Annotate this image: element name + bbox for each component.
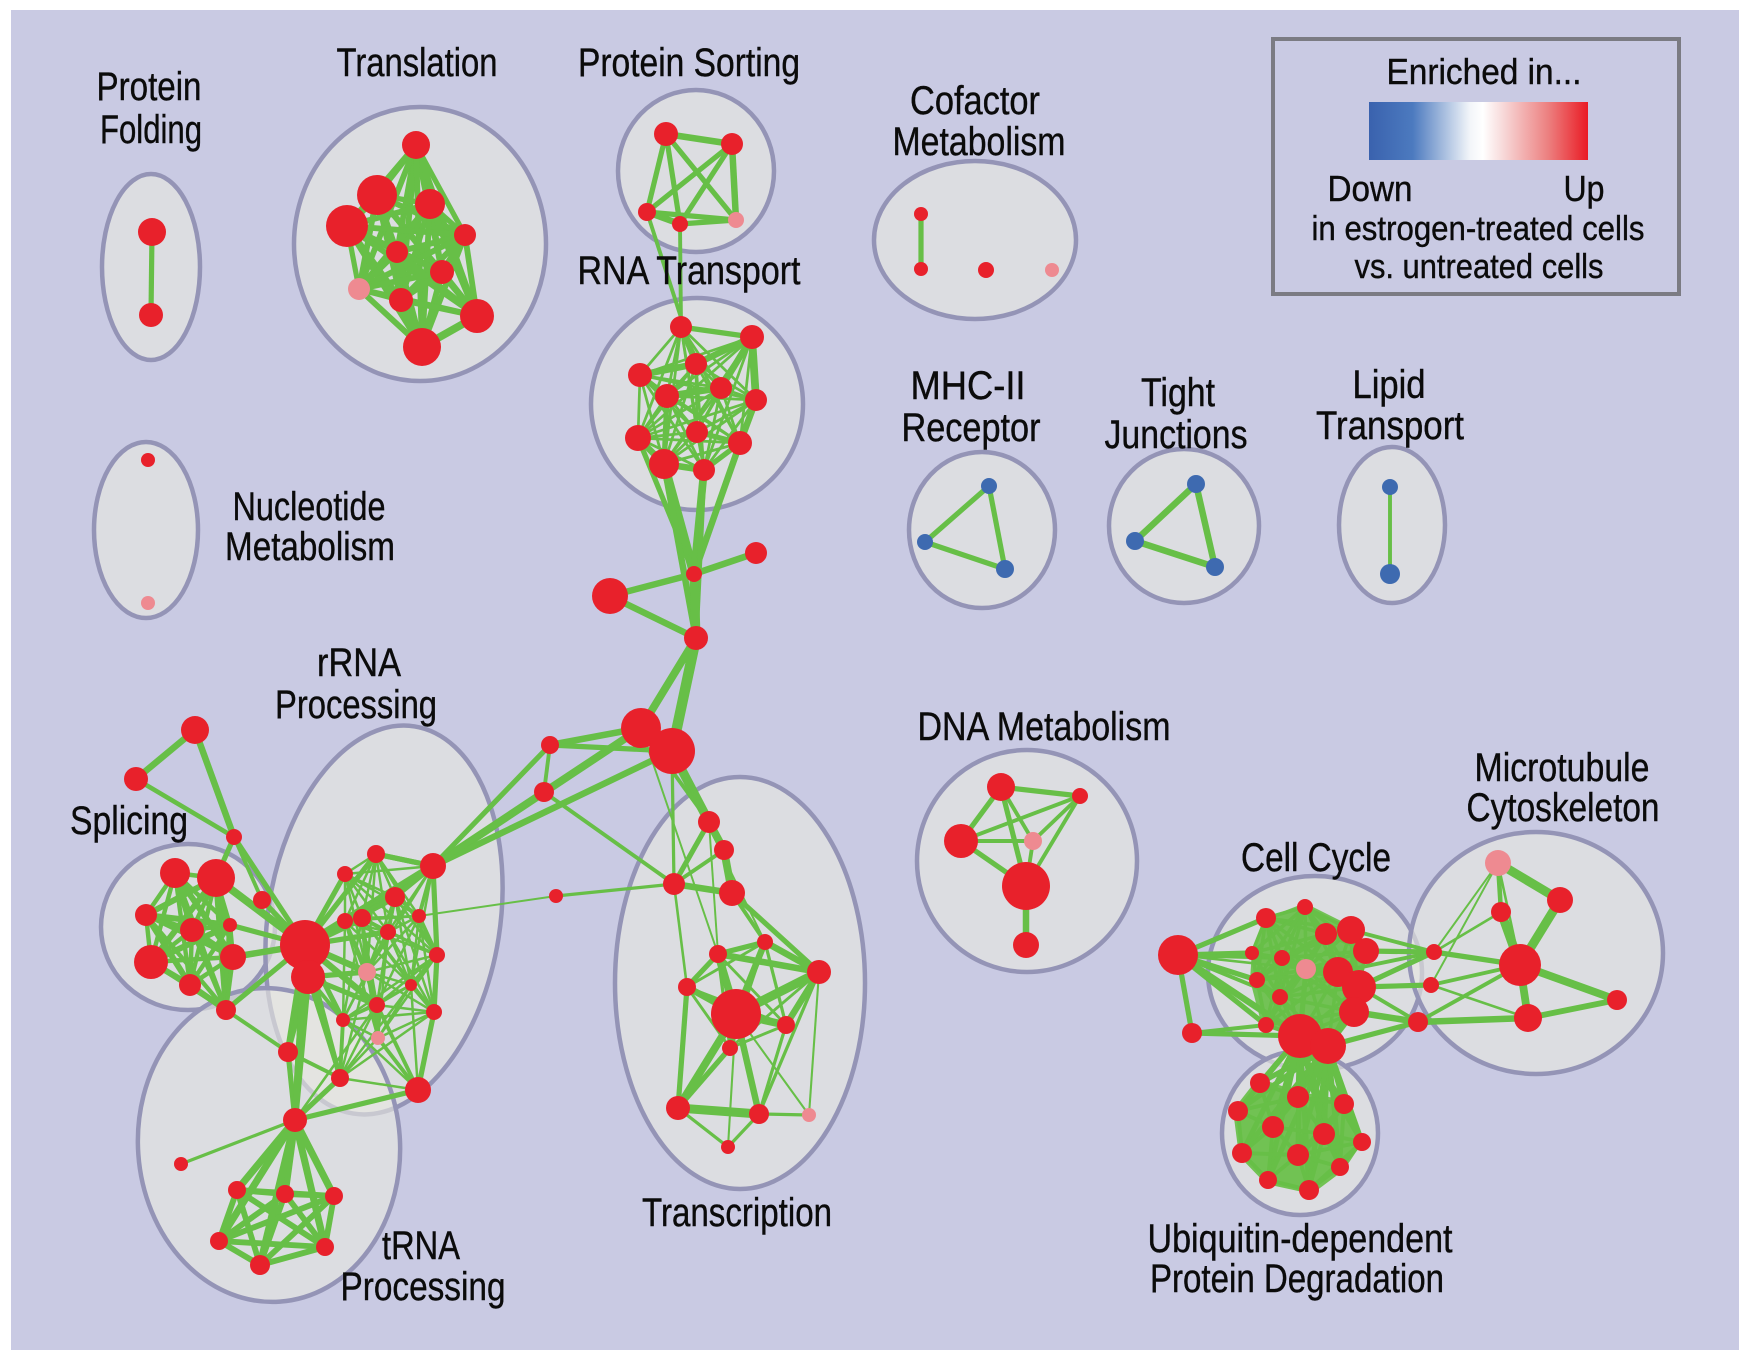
svg-text:tRNA: tRNA bbox=[382, 1224, 460, 1268]
svg-text:Receptor: Receptor bbox=[902, 406, 1041, 450]
svg-text:Tight: Tight bbox=[1141, 371, 1215, 415]
svg-text:Metabolism: Metabolism bbox=[225, 525, 395, 569]
svg-text:Junctions: Junctions bbox=[1105, 413, 1248, 457]
svg-text:Microtubule: Microtubule bbox=[1475, 746, 1650, 790]
svg-text:Protein: Protein bbox=[97, 65, 202, 109]
svg-text:DNA Metabolism: DNA Metabolism bbox=[918, 705, 1171, 749]
svg-text:Transport: Transport bbox=[1316, 404, 1464, 448]
svg-text:Down: Down bbox=[1328, 168, 1413, 209]
svg-text:in estrogen-treated cells: in estrogen-treated cells bbox=[1312, 210, 1645, 248]
svg-text:Cell Cycle: Cell Cycle bbox=[1241, 836, 1391, 880]
svg-text:Cofactor: Cofactor bbox=[910, 79, 1040, 123]
svg-text:MHC-II: MHC-II bbox=[911, 364, 1026, 408]
svg-text:RNA Transport: RNA Transport bbox=[578, 249, 801, 293]
svg-text:Up: Up bbox=[1564, 168, 1605, 209]
svg-text:Cytoskeleton: Cytoskeleton bbox=[1467, 786, 1660, 830]
svg-text:Nucleotide: Nucleotide bbox=[233, 485, 386, 529]
svg-text:Lipid: Lipid bbox=[1353, 363, 1426, 407]
svg-text:vs. untreated cells: vs. untreated cells bbox=[1355, 248, 1604, 286]
svg-text:Ubiquitin-dependent: Ubiquitin-dependent bbox=[1148, 1217, 1453, 1261]
svg-text:Processing: Processing bbox=[341, 1265, 506, 1309]
svg-text:Folding: Folding bbox=[100, 108, 202, 152]
svg-text:Protein Sorting: Protein Sorting bbox=[578, 41, 800, 85]
svg-text:rRNA: rRNA bbox=[317, 641, 401, 685]
svg-text:Enriched in...: Enriched in... bbox=[1387, 51, 1582, 92]
svg-text:Splicing: Splicing bbox=[70, 799, 188, 843]
svg-text:Processing: Processing bbox=[275, 683, 437, 727]
svg-text:Translation: Translation bbox=[337, 41, 498, 85]
svg-text:Metabolism: Metabolism bbox=[893, 120, 1066, 164]
svg-text:Transcription: Transcription bbox=[642, 1191, 832, 1235]
svg-text:Protein Degradation: Protein Degradation bbox=[1150, 1257, 1444, 1301]
